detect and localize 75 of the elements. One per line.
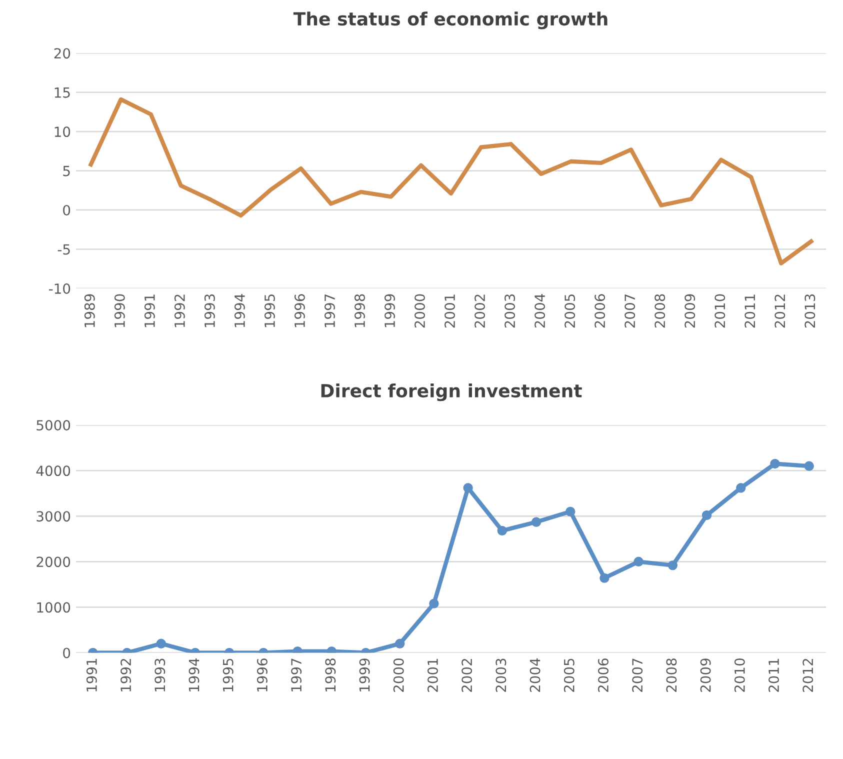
y-tick-label: -10 — [49, 283, 70, 294]
y-tick-label: 0 — [63, 204, 70, 216]
y-tick-label: 5000 — [36, 420, 70, 431]
x-tick-label: 2008 — [666, 658, 677, 692]
x-tick-label: 2000 — [414, 294, 426, 328]
x-tick-label: 1992 — [120, 658, 132, 692]
point — [736, 483, 746, 493]
x-tick-label: 1996 — [294, 294, 305, 328]
point — [497, 526, 508, 536]
x-tick-label: 1999 — [384, 294, 396, 328]
x-tick-label: 1997 — [291, 658, 302, 692]
point — [804, 461, 814, 471]
x-tick-label: 1994 — [234, 294, 245, 328]
x-tick-label: 2008 — [654, 294, 666, 328]
x-tick-label: 2006 — [598, 658, 608, 692]
x-tick-label: 2010 — [714, 294, 726, 328]
y-tick-label: 5 — [63, 166, 70, 176]
x-tick-label: 1998 — [325, 658, 336, 692]
y-tick-label: 3000 — [36, 511, 70, 522]
x-tick-label: 1996 — [256, 658, 268, 692]
x-tick-label: 1992 — [174, 294, 185, 328]
x-tick-label: 2010 — [734, 658, 745, 692]
x-tick-label: 1991 — [86, 658, 97, 692]
y-tick-label: 20 — [54, 48, 70, 59]
point — [702, 510, 712, 520]
point — [634, 556, 644, 567]
x-tick-label: 1995 — [264, 294, 275, 328]
point — [770, 458, 780, 469]
x-tick-label: 2009 — [684, 294, 696, 328]
x-tick-label: 2011 — [744, 294, 756, 328]
x-tick-label: 1990 — [114, 294, 125, 328]
x-tick-label: 1995 — [222, 658, 234, 692]
x-tick-label: 2007 — [624, 294, 636, 328]
x-tick-label: 1997 — [324, 294, 335, 328]
x-tick-label: 2004 — [534, 294, 546, 328]
x-tick-label: 1999 — [359, 658, 370, 692]
x-tick-label: 2001 — [427, 658, 438, 692]
point — [463, 483, 473, 493]
y-tick-label: 10 — [54, 126, 70, 138]
x-tick-label: 2013 — [804, 294, 816, 328]
x-tick-label: 2006 — [594, 294, 606, 328]
point — [668, 560, 678, 570]
x-tick-label: 1989 — [84, 294, 95, 328]
x-tick-label: 1994 — [188, 658, 200, 692]
chart-title: Direct foreign investment — [321, 384, 582, 402]
point — [566, 506, 576, 516]
point — [600, 573, 610, 583]
point — [429, 598, 439, 608]
x-tick-label: 2012 — [774, 294, 786, 328]
x-tick-label: 2002 — [462, 658, 472, 692]
x-tick-label: 2005 — [564, 294, 576, 328]
x-tick-label: 2003 — [504, 294, 516, 328]
y-tick-label: 1000 — [37, 602, 70, 613]
y-tick-label: 4000 — [36, 466, 70, 476]
x-tick-label: 2004 — [530, 658, 540, 692]
x-tick-label: 2003 — [496, 658, 506, 692]
x-tick-label: 2007 — [632, 658, 643, 692]
x-tick-label: 2000 — [393, 658, 404, 692]
x-tick-label: 1993 — [154, 658, 166, 692]
x-tick-label: 1998 — [354, 294, 366, 328]
chart-title: The status of economic growth — [293, 12, 608, 30]
x-tick-label: 2005 — [564, 658, 574, 692]
point — [531, 517, 542, 527]
y-tick-label: 2000 — [36, 556, 70, 568]
line-series — [88, 97, 814, 266]
x-tick-label: 1991 — [144, 294, 155, 328]
x-tick-label: 1993 — [204, 294, 215, 328]
x-tick-label: 2001 — [444, 294, 456, 328]
y-tick-label: 15 — [54, 87, 70, 98]
y-tick-label: 0 — [63, 648, 70, 658]
x-tick-label: 2011 — [768, 658, 780, 692]
x-tick-label: 2002 — [474, 294, 486, 328]
x-tick-label: 2009 — [700, 658, 711, 692]
x-tick-label: 2012 — [802, 658, 814, 692]
y-tick-label: -5 — [58, 244, 70, 255]
